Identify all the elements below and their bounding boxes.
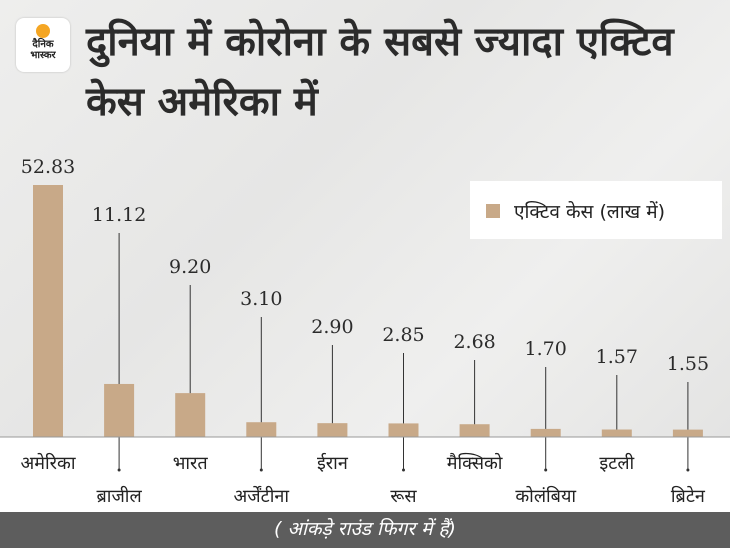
sun-icon [36, 24, 50, 38]
category-label: ब्रिटेन [671, 485, 706, 507]
footer-note: ( आंकड़े राउंड फिगर में हैं) [0, 512, 730, 548]
legend-label: एक्टिव केस (लाख में) [514, 201, 666, 223]
label-connector-dot [259, 468, 263, 472]
bar [672, 429, 703, 437]
category-label: भारत [173, 453, 209, 474]
category-label: ईरान [317, 452, 349, 474]
category-label: रूस [390, 486, 417, 507]
value-label: 2.85 [382, 324, 424, 346]
bar [601, 429, 632, 437]
bar [104, 383, 135, 437]
logo-line1: दैनिक [32, 39, 54, 50]
value-label: 3.10 [240, 288, 282, 310]
bar [388, 423, 419, 437]
chart-title: दुनिया में कोरोना के सबसे ज्यादा एक्टिव … [86, 19, 674, 125]
logo-line2: भास्कर [30, 50, 56, 61]
legend-swatch [486, 204, 500, 218]
label-connector-dot [686, 468, 690, 472]
category-label-strip [0, 437, 730, 512]
category-label: अर्जेंटीना [234, 485, 290, 507]
category-label: मैक्सिको [447, 452, 503, 474]
bar [175, 393, 206, 437]
category-label: अमेरिका [20, 452, 75, 474]
label-connector-dot [117, 468, 121, 472]
bar-chart: 52.83 अमेरिका 11.12 ब्राजील 9.20 भारत 3.10 अर्ज… [0, 156, 730, 507]
value-label: 2.68 [453, 331, 495, 353]
bar [33, 185, 63, 437]
bar [317, 423, 348, 437]
bar [459, 424, 490, 437]
value-label: 2.90 [311, 316, 353, 338]
label-connector-dot [544, 468, 548, 472]
bar [246, 422, 277, 437]
category-label: इटली [599, 452, 634, 474]
category-label: कोलंबिया [515, 485, 576, 507]
value-label: 1.57 [596, 346, 638, 368]
value-label: 11.12 [92, 204, 146, 226]
value-label: 9.20 [169, 256, 211, 278]
legend: एक्टिव केस (लाख में) [470, 181, 722, 239]
value-label: 1.70 [525, 338, 567, 360]
value-label: 1.55 [667, 353, 709, 375]
dainik-bhaskar-logo: दैनिक भास्कर [16, 18, 70, 72]
bar [530, 428, 561, 437]
label-connector-dot [402, 468, 405, 472]
value-label: 52.83 [21, 156, 75, 178]
category-label: ब्राजील [97, 485, 143, 507]
